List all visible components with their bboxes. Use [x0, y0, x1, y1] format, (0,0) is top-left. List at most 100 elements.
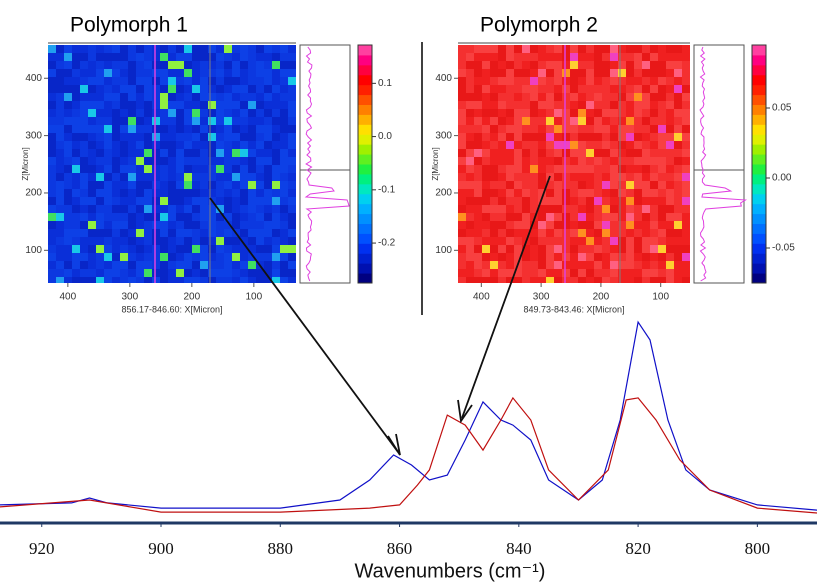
- map-cell: [232, 197, 240, 205]
- map-cell: [514, 277, 522, 283]
- map-cell: [594, 245, 602, 253]
- map-cell: [578, 221, 586, 229]
- map-cell: [184, 197, 192, 205]
- map-cell: [144, 213, 152, 221]
- map-cell: [618, 61, 626, 69]
- map-cell: [514, 229, 522, 237]
- map-cell: [642, 229, 650, 237]
- map-cell: [602, 101, 610, 109]
- colorbar-cell: [752, 213, 766, 224]
- map-cell: [184, 181, 192, 189]
- map-cell: [474, 205, 482, 213]
- map-cell: [112, 269, 120, 277]
- map-cell: [666, 117, 674, 125]
- map-cell: [160, 213, 168, 221]
- map-cell: [64, 109, 72, 117]
- map-cell: [48, 61, 56, 69]
- map-cell: [554, 109, 562, 117]
- map-cell: [56, 269, 64, 277]
- map-cell: [594, 229, 602, 237]
- map-cell: [522, 229, 530, 237]
- map-cell: [248, 197, 256, 205]
- map-cell: [192, 125, 200, 133]
- map-cell: [152, 117, 160, 125]
- map-cell: [482, 237, 490, 245]
- map-cell: [128, 245, 136, 253]
- map-cell: [522, 261, 530, 269]
- map-cell: [682, 117, 690, 125]
- map-cell: [280, 117, 288, 125]
- map-cell: [72, 157, 80, 165]
- map-cell: [136, 277, 144, 283]
- map-cell: [176, 229, 184, 237]
- map-cell: [610, 245, 618, 253]
- map-cell: [144, 237, 152, 245]
- map-cell: [506, 149, 514, 157]
- map-cell: [264, 237, 272, 245]
- colorbar-cell: [752, 74, 766, 86]
- map-cell: [280, 157, 288, 165]
- map-cell: [224, 101, 232, 109]
- map-cell: [72, 229, 80, 237]
- map-cell: [200, 125, 208, 133]
- map-cell: [56, 173, 64, 181]
- map-cell: [522, 125, 530, 133]
- map-cell: [152, 277, 160, 283]
- map-cell: [192, 53, 200, 61]
- map-cell: [96, 189, 104, 197]
- map-cell: [256, 101, 264, 109]
- map-cell: [272, 133, 280, 141]
- map-cell: [674, 133, 682, 141]
- map-cell: [466, 245, 474, 253]
- map-cell: [144, 277, 152, 283]
- map-cell: [104, 45, 112, 53]
- map-cell: [80, 125, 88, 133]
- map-cell: [498, 189, 506, 197]
- map-cell: [458, 181, 466, 189]
- map-cell: [546, 125, 554, 133]
- map-cell: [128, 77, 136, 85]
- map-cell: [264, 141, 272, 149]
- map-cell: [642, 93, 650, 101]
- map-cell: [498, 77, 506, 85]
- map-cell: [602, 85, 610, 93]
- map-cell: [208, 229, 216, 237]
- map-cell: [618, 229, 626, 237]
- map-cell: [288, 229, 296, 237]
- panel-title: Polymorph 2: [480, 14, 598, 37]
- spectrum-line: [0, 320, 817, 511]
- map-cell: [232, 205, 240, 213]
- map-cell: [474, 53, 482, 61]
- map-cell: [650, 221, 658, 229]
- map-cell: [128, 269, 136, 277]
- map-cell: [72, 189, 80, 197]
- map-cell: [112, 261, 120, 269]
- map-cell: [176, 253, 184, 261]
- map-cell: [200, 101, 208, 109]
- map-cell: [48, 157, 56, 165]
- map-cell: [634, 101, 642, 109]
- map-cell: [658, 141, 666, 149]
- map-cell: [650, 205, 658, 213]
- map-cell: [530, 221, 538, 229]
- map-cell: [466, 85, 474, 93]
- map-cell: [570, 221, 578, 229]
- map-cell: [160, 261, 168, 269]
- map-cell: [522, 141, 530, 149]
- map-cell: [546, 261, 554, 269]
- map-cell: [224, 197, 232, 205]
- x-tick-label: 100: [245, 292, 262, 303]
- map-cell: [554, 277, 562, 283]
- map-cell: [634, 189, 642, 197]
- colorbar-cell: [358, 173, 372, 185]
- map-cell: [498, 221, 506, 229]
- map-cell: [216, 245, 224, 253]
- map-cell: [466, 53, 474, 61]
- map-cell: [232, 141, 240, 149]
- map-cell: [256, 125, 264, 133]
- colorbar-cell: [752, 134, 766, 145]
- map-cell: [256, 61, 264, 69]
- map-cell: [288, 69, 296, 77]
- map-cell: [666, 245, 674, 253]
- map-cell: [586, 149, 594, 157]
